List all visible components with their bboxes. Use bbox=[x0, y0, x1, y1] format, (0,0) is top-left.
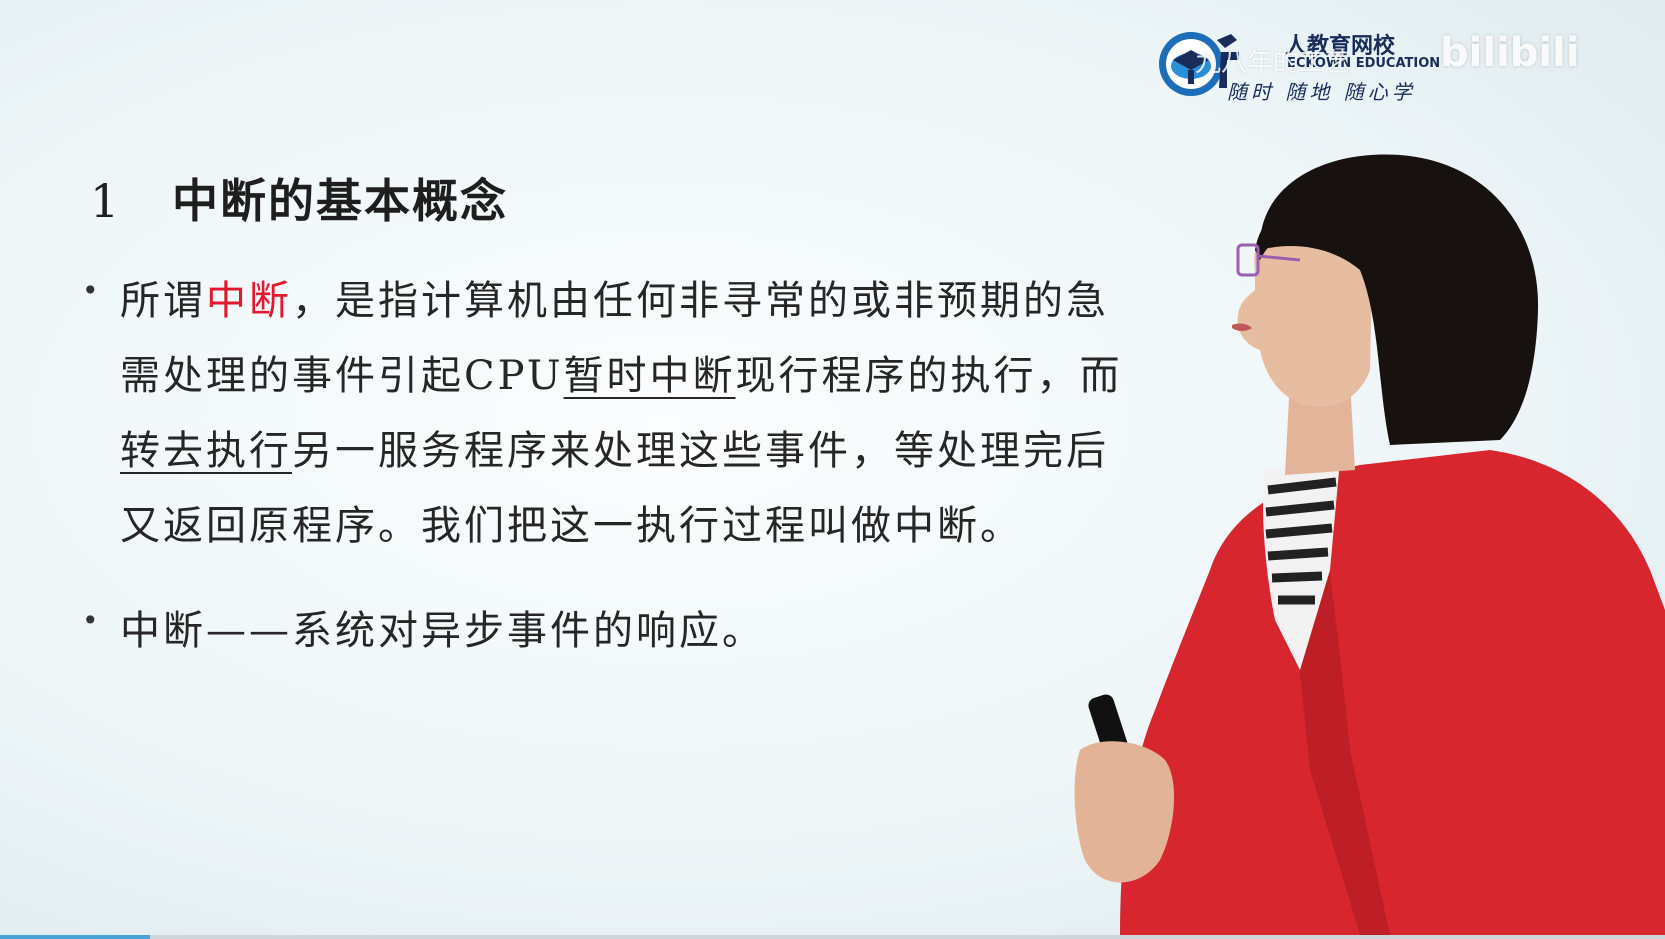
school-logo: 人教育网校 ECKOWN EDUCATION 随时 随地 随心学 bbox=[1155, 26, 1455, 106]
logo-english: ECKOWN EDUCATION bbox=[1287, 56, 1441, 71]
underlined-phrase: 暂时中断 bbox=[563, 353, 736, 399]
overlay-watermark-text: 九八年的工艺 bbox=[1195, 48, 1352, 78]
bullet-dot-icon: • bbox=[82, 274, 102, 307]
bilibili-watermark: bilibili bbox=[1440, 30, 1580, 76]
slide-heading: 1 中断的基本概念 bbox=[90, 165, 508, 231]
text-segment: 另一服务程序来处理这些事件，等处理完后 bbox=[292, 428, 1109, 474]
highlighted-term: 中断 bbox=[206, 278, 292, 324]
playback-progress-bar[interactable] bbox=[0, 935, 1665, 939]
bullet-summary: • 中断——系统对异步事件的响应。 bbox=[82, 598, 1212, 658]
heading-text: 中断的基本概念 bbox=[172, 174, 508, 228]
logo-globe-icon bbox=[1159, 32, 1239, 96]
bullet-line: 中断——系统对异步事件的响应。 bbox=[120, 598, 765, 656]
bullet-line: 所谓中断，是指计算机由任何非寻常的或非预期的急 bbox=[120, 268, 1109, 326]
bullet-dot-icon: • bbox=[82, 604, 102, 637]
bullet-line: 需处理的事件引起CPU暂时中断现行程序的执行，而 bbox=[120, 343, 1123, 401]
heading-number: 1 bbox=[90, 174, 122, 228]
bullet-definition: • 所谓中断，是指计算机由任何非寻常的或非预期的急 需处理的事件引起CPU暂时中断… bbox=[82, 268, 1212, 568]
logo-name: 人教育网校 bbox=[1285, 34, 1396, 59]
text-segment: 中断——系统对异步事件的响应。 bbox=[120, 608, 765, 654]
text-segment: 需处理的事件引起CPU bbox=[120, 353, 564, 399]
text-segment: 又返回原程序。我们把这一执行过程叫做中断。 bbox=[120, 503, 1023, 549]
playback-progress-fill bbox=[0, 935, 150, 939]
text-segment: 所谓 bbox=[120, 278, 206, 324]
logo-slogan: 随时 随地 随心学 bbox=[1227, 80, 1416, 104]
text-segment: 现行程序的执行，而 bbox=[735, 353, 1123, 399]
underlined-phrase: 转去执行 bbox=[120, 428, 292, 474]
text-segment: ，是指计算机由任何非寻常的或非预期的急 bbox=[292, 278, 1109, 324]
presenter-figure bbox=[1074, 154, 1665, 935]
bullet-line: 转去执行另一服务程序来处理这些事件，等处理完后 bbox=[120, 418, 1109, 476]
bullet-line: 又返回原程序。我们把这一执行过程叫做中断。 bbox=[120, 493, 1023, 551]
